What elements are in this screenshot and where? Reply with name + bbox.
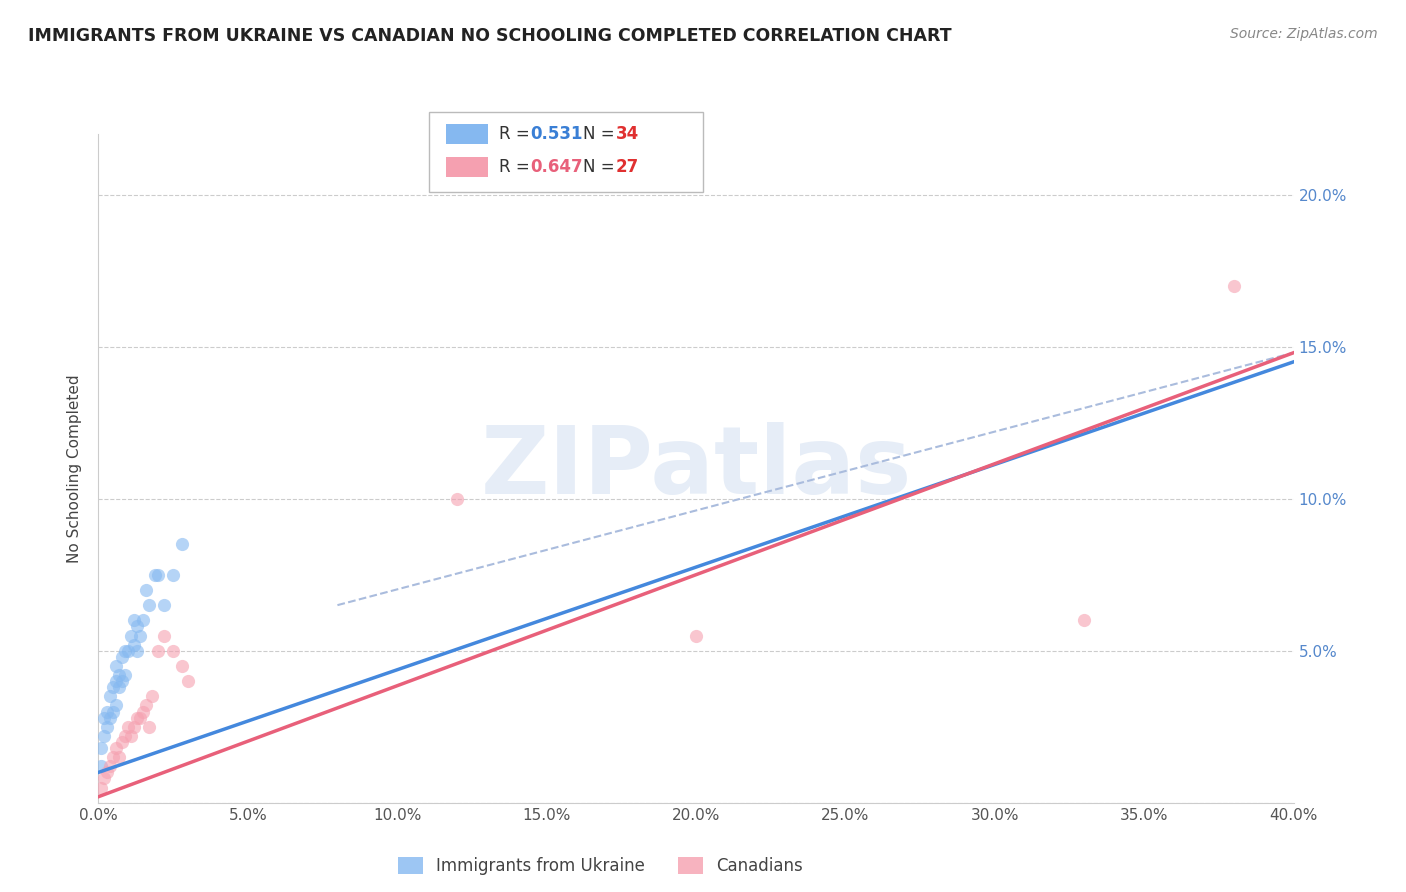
Text: N =: N = [583,158,620,176]
Point [172,537,194,551]
Point [93,729,115,743]
Point [96,765,118,780]
Point [120,729,142,743]
Point [117,644,139,658]
Point [129,711,152,725]
Text: 27: 27 [616,158,640,176]
Point [162,644,184,658]
Point [105,698,128,713]
Point [127,644,149,658]
Point [162,567,184,582]
Point [127,711,149,725]
Text: IMMIGRANTS FROM UKRAINE VS CANADIAN NO SCHOOLING COMPLETED CORRELATION CHART: IMMIGRANTS FROM UKRAINE VS CANADIAN NO S… [28,27,952,45]
Point [446,491,468,506]
Text: 0.531: 0.531 [530,125,582,143]
Point [135,582,157,597]
Point [177,674,200,689]
Point [138,720,160,734]
Point [100,690,122,704]
Point [108,668,131,682]
Point [103,680,125,694]
Point [90,759,112,773]
Point [111,649,134,664]
Point [143,567,166,582]
Point [90,780,112,795]
Point [108,750,131,764]
Point [148,567,170,582]
Text: 34: 34 [616,125,640,143]
Point [93,772,115,786]
Point [117,720,139,734]
Point [132,613,155,627]
Text: N =: N = [583,125,620,143]
Point [96,705,118,719]
Point [90,741,112,756]
Point [105,659,128,673]
Point [153,598,176,612]
Point [132,705,155,719]
Point [100,711,122,725]
Point [111,735,134,749]
Point [141,690,163,704]
Point [100,759,122,773]
Legend: Immigrants from Ukraine, Canadians: Immigrants from Ukraine, Canadians [391,850,810,881]
Point [111,674,134,689]
Text: ZIPatlas: ZIPatlas [481,422,911,515]
Point [114,668,136,682]
Point [120,628,142,642]
Text: R =: R = [499,125,536,143]
Point [685,628,707,642]
Point [124,720,146,734]
Point [153,628,176,642]
Point [127,619,149,633]
Point [135,698,157,713]
Y-axis label: No Schooling Completed: No Schooling Completed [67,374,83,563]
Point [124,613,146,627]
Point [148,644,170,658]
Point [129,628,152,642]
Point [1223,278,1246,293]
Point [96,720,118,734]
Point [103,705,125,719]
Point [93,711,115,725]
Point [172,659,194,673]
Point [1073,613,1095,627]
Point [108,680,131,694]
Point [103,750,125,764]
Point [105,674,128,689]
Text: R =: R = [499,158,536,176]
Point [138,598,160,612]
Text: 0.647: 0.647 [530,158,582,176]
Text: Source: ZipAtlas.com: Source: ZipAtlas.com [1230,27,1378,41]
Point [105,741,128,756]
Point [114,644,136,658]
Point [114,729,136,743]
Point [124,638,146,652]
